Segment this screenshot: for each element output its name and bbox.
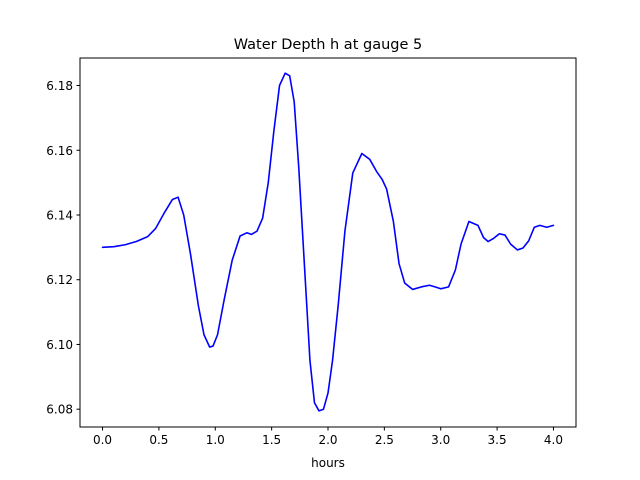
x-tick-label: 4.0 (544, 433, 563, 447)
x-tick-label: 3.5 (488, 433, 507, 447)
series-line-1 (101, 72, 555, 412)
x-axis-label: hours (311, 456, 345, 470)
y-axis: 6.08 6.10 6.12 6.14 6.16 6.18 (46, 79, 80, 417)
y-tick-label: 6.14 (46, 208, 73, 222)
chart-title: Water Depth h at gauge 5 (234, 37, 422, 53)
x-tick-label: 2.5 (375, 433, 394, 447)
x-tick-label: 1.0 (206, 433, 225, 447)
x-tick-label: 0.5 (149, 433, 168, 447)
x-axis: 0.0 0.5 1.0 1.5 2.0 2.5 3.0 3.5 4.0 (93, 427, 563, 447)
y-tick-label: 6.18 (46, 79, 73, 93)
y-tick-label: 6.10 (46, 338, 73, 352)
y-tick-label: 6.12 (46, 273, 73, 287)
x-tick-label: 1.5 (262, 433, 281, 447)
x-tick-label: 2.0 (318, 433, 337, 447)
x-tick-label: 0.0 (93, 433, 112, 447)
y-tick-label: 6.16 (46, 144, 73, 158)
x-tick-label: 3.0 (431, 433, 450, 447)
y-tick-label: 6.08 (46, 403, 73, 417)
